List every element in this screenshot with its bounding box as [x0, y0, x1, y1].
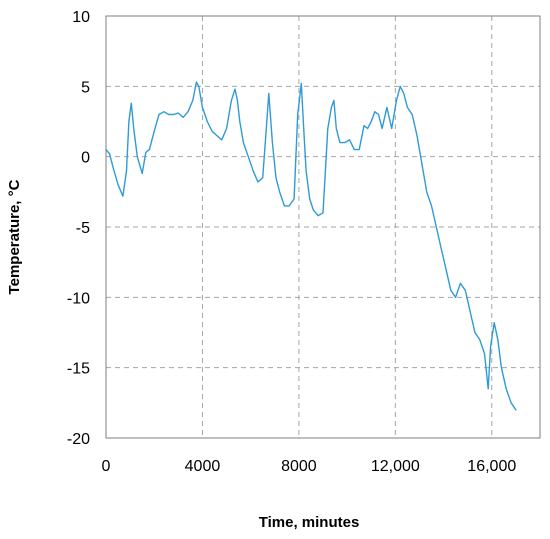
- y-tick-label-1: 5: [81, 79, 90, 96]
- x-tick-labels: 0 4000 8000 12,000 16,000: [102, 458, 517, 475]
- x-tick-label-0: 0: [102, 458, 111, 475]
- x-tick-label-1: 4000: [185, 458, 221, 475]
- x-tick-label-3: 12,000: [371, 458, 420, 475]
- x-tick-label-4: 16,000: [467, 458, 516, 475]
- y-tick-label-6: -20: [67, 431, 90, 448]
- x-tick-label-2: 8000: [281, 458, 317, 475]
- series-group: [105, 81, 517, 411]
- gridlines: [106, 16, 540, 438]
- y-tick-label-3: -5: [76, 220, 90, 237]
- plot-area-border: [105, 15, 541, 439]
- y-tick-label-2: 0: [81, 150, 90, 167]
- x-axis-title: Time, minutes: [259, 514, 360, 531]
- y-axis-title: Temperature, °C: [6, 179, 23, 294]
- y-tick-label-4: -10: [67, 290, 90, 307]
- y-tick-label-5: -15: [67, 361, 90, 378]
- series-line-0: [105, 81, 517, 411]
- y-tick-label-0: 10: [72, 9, 90, 26]
- y-tick-labels: 10 5 0 -5 -10 -15 -20: [67, 9, 90, 448]
